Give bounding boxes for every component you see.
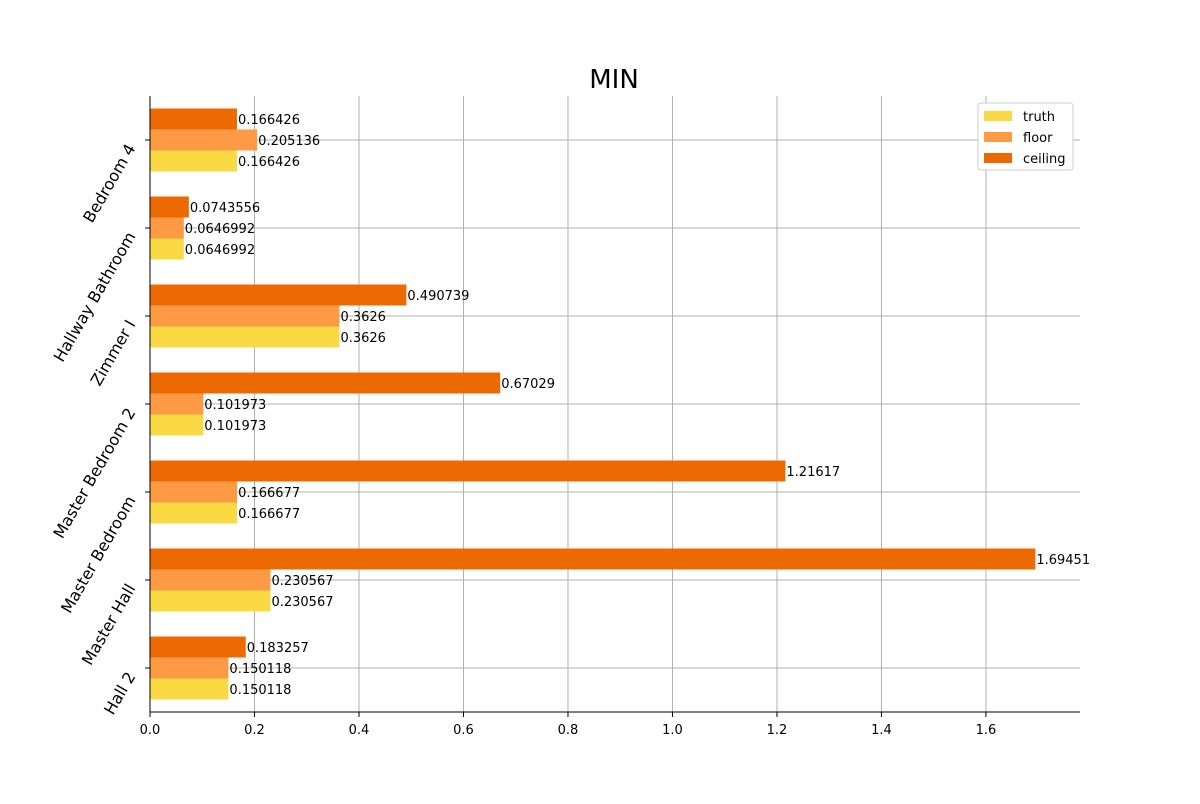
legend: truth floor ceiling [977, 102, 1074, 171]
x-tick-label: 1.6 [976, 723, 997, 738]
legend-swatch-ceiling [984, 153, 1012, 163]
bars-layer [150, 108, 1036, 700]
bar-truth [150, 238, 184, 260]
legend-swatch-truth [984, 111, 1012, 121]
x-tick-label: 1.2 [767, 723, 788, 738]
bar-truth [150, 502, 238, 524]
value-labels-layer: 0.150118 0.150118 0.183257 0.230567 0.230567… [185, 113, 1090, 698]
bar-ceiling [150, 372, 501, 394]
grid-layer [149, 96, 1080, 712]
data-label: 0.166677 [238, 486, 300, 501]
legend-label-truth: truth [1023, 110, 1055, 125]
bar-ceiling [150, 460, 786, 482]
bar-floor [150, 217, 184, 239]
data-label: 0.150118 [229, 662, 291, 677]
data-label: 0.3626 [340, 310, 386, 325]
data-label: 0.166677 [238, 507, 300, 522]
bar-ceiling [150, 548, 1036, 570]
data-label: 0.166426 [238, 155, 300, 170]
category-label: Hall 2 [100, 669, 139, 718]
data-label: 0.150118 [229, 683, 291, 698]
legend-swatch-floor [984, 132, 1012, 142]
bar-floor [150, 569, 271, 591]
bar-floor [150, 393, 204, 415]
data-label: 0.0646992 [185, 222, 255, 237]
bar-truth [150, 414, 204, 436]
bar-truth [150, 678, 229, 700]
bar-ceiling [150, 196, 189, 218]
x-tick-label: 0.2 [244, 723, 265, 738]
bar-truth [150, 150, 237, 172]
x-tick-label: 1.4 [871, 723, 892, 738]
data-label: 1.21617 [786, 465, 840, 480]
data-label: 0.183257 [247, 641, 309, 656]
data-label: 0.3626 [340, 331, 386, 346]
data-label: 0.205136 [258, 134, 320, 149]
data-label: 0.67029 [501, 377, 555, 392]
data-label: 1.69451 [1036, 553, 1090, 568]
legend-label-ceiling: ceiling [1023, 152, 1065, 167]
data-label: 0.101973 [204, 419, 266, 434]
chart-title: MIN [589, 65, 639, 95]
x-tick-label: 0.6 [453, 723, 474, 738]
category-label: Master Hall [78, 581, 140, 669]
x-tick-label: 1.0 [662, 723, 683, 738]
bar-floor [150, 481, 238, 503]
legend-label-floor: floor [1023, 131, 1053, 146]
category-label: Zimmer I [87, 317, 140, 390]
x-tick-label: 0.0 [140, 723, 161, 738]
data-label: 0.0743556 [190, 201, 260, 216]
bar-truth [150, 590, 271, 612]
bar-floor [150, 305, 340, 327]
data-label: 0.230567 [271, 595, 333, 610]
bar-ceiling [150, 284, 407, 306]
x-tick-label: 0.4 [349, 723, 370, 738]
x-tick-label: 0.8 [558, 723, 579, 738]
bar-floor [150, 657, 229, 679]
bar-truth [150, 326, 340, 348]
bar-ceiling [150, 108, 237, 130]
category-label: Bedroom 4 [79, 141, 139, 226]
data-label: 0.101973 [204, 398, 266, 413]
data-label: 0.230567 [271, 574, 333, 589]
data-label: 0.166426 [238, 113, 300, 128]
data-label: 0.490739 [407, 289, 469, 304]
bar-ceiling [150, 636, 246, 658]
data-label: 0.0646992 [185, 243, 255, 258]
bar-floor [150, 129, 258, 151]
